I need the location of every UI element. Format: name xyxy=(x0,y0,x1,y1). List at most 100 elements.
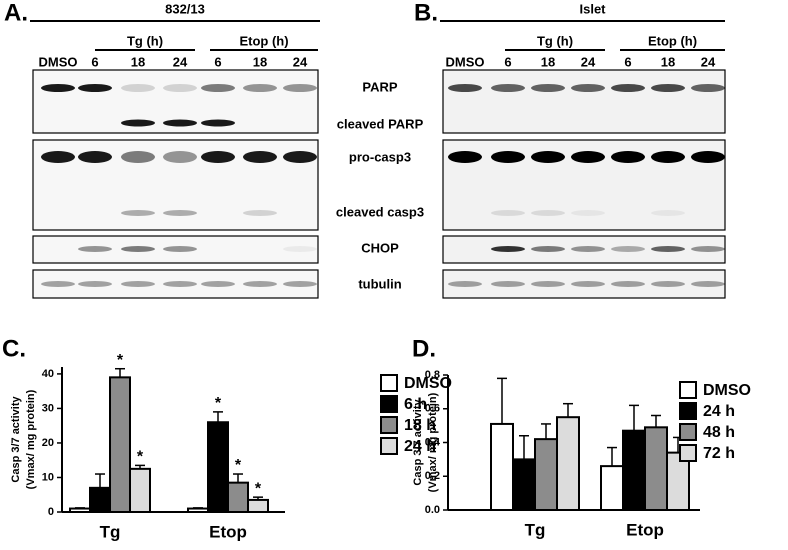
blot-band xyxy=(78,246,112,252)
blot-band xyxy=(571,281,605,287)
blot-band xyxy=(201,84,235,92)
blot-frame xyxy=(32,235,319,264)
blot-band xyxy=(121,281,155,287)
group-label: Etop (h) xyxy=(648,33,697,48)
bar xyxy=(109,376,131,513)
y-tick-label: 10 xyxy=(42,471,54,483)
x-tick-label: Tg xyxy=(100,522,121,541)
bar xyxy=(89,486,111,514)
blot-band xyxy=(201,119,235,127)
legend-swatch xyxy=(380,416,398,434)
blot-band xyxy=(651,84,685,92)
time-label: 24 xyxy=(293,54,308,69)
blot-band xyxy=(491,210,525,216)
blot-band xyxy=(78,84,112,92)
blot-band xyxy=(41,151,75,163)
significance-label: * xyxy=(137,449,144,466)
blot-band xyxy=(691,246,725,252)
time-label: 6 xyxy=(624,54,631,69)
blot-band xyxy=(691,281,725,287)
blot-band xyxy=(243,210,277,216)
blot-band xyxy=(121,119,155,127)
bar xyxy=(247,498,269,513)
blot-band xyxy=(448,84,482,92)
blot-band xyxy=(201,281,235,287)
blot-band xyxy=(163,210,197,216)
bar xyxy=(227,481,249,513)
panel-label: B. xyxy=(414,0,438,26)
blot-band xyxy=(611,84,645,92)
bar xyxy=(69,507,91,513)
blot-band xyxy=(163,84,197,92)
time-label: 24 xyxy=(581,54,596,69)
x-tick-label: Etop xyxy=(626,520,664,539)
band-label: PARP xyxy=(362,79,397,94)
time-label: 18 xyxy=(131,54,145,69)
time-label: 6 xyxy=(91,54,98,69)
blot-band xyxy=(691,151,725,163)
bar xyxy=(490,422,514,511)
y-tick-label: 40 xyxy=(42,368,54,380)
blot-band xyxy=(163,281,197,287)
bar xyxy=(207,421,229,513)
blot-band xyxy=(283,151,317,163)
blot-band xyxy=(41,84,75,92)
sample-label: Islet xyxy=(579,1,606,16)
blot-band xyxy=(283,281,317,287)
y-tick-label: 0.2 xyxy=(425,470,440,482)
blot-band xyxy=(201,151,235,163)
blot-band xyxy=(571,151,605,163)
blot-band xyxy=(531,246,565,252)
sample-label: 832/13 xyxy=(165,1,205,16)
y-axis-label: Casp 3/7 activity xyxy=(10,396,22,483)
blot-band xyxy=(121,84,155,92)
blot-band xyxy=(448,281,482,287)
x-tick-label: Tg xyxy=(525,520,546,539)
blot-band xyxy=(571,84,605,92)
time-label: 18 xyxy=(541,54,555,69)
time-label: 24 xyxy=(701,54,716,69)
blot-band xyxy=(651,246,685,252)
blot-band xyxy=(121,151,155,163)
blot-band xyxy=(531,281,565,287)
blot-band xyxy=(571,210,605,216)
blot-band xyxy=(651,281,685,287)
y-tick-label: 0.4 xyxy=(425,436,441,448)
group-label: Etop (h) xyxy=(239,33,288,48)
band-label: CHOP xyxy=(361,240,399,255)
blot-band xyxy=(651,151,685,163)
bar xyxy=(534,438,558,511)
blot-band xyxy=(611,151,645,163)
blot-band xyxy=(691,84,725,92)
panel-label: A. xyxy=(4,0,28,26)
y-axis-label: Casp 3/7 activity xyxy=(412,399,424,486)
legend-swatch xyxy=(679,423,697,441)
blot-band xyxy=(283,84,317,92)
y-tick-label: 30 xyxy=(42,402,54,414)
blot-band xyxy=(531,151,565,163)
legend-label: DMSO xyxy=(404,375,452,392)
blot-band xyxy=(163,246,197,252)
legend-label: 24 h xyxy=(703,403,735,420)
y-axis-label: (Vmax/ mg protein) xyxy=(427,392,439,492)
bar xyxy=(512,458,536,511)
y-tick-label: 20 xyxy=(42,437,54,449)
blot-band xyxy=(491,281,525,287)
y-axis-label: (Vmax/ mg protein) xyxy=(25,389,37,489)
legend-swatch xyxy=(679,444,697,462)
band-label: pro-casp3 xyxy=(349,149,411,164)
x-tick-label: Etop xyxy=(209,522,247,541)
bar xyxy=(666,451,690,511)
bar xyxy=(644,426,668,511)
blot-band xyxy=(611,281,645,287)
blot-frame xyxy=(442,69,726,134)
time-label: 6 xyxy=(214,54,221,69)
y-tick-label: 0.0 xyxy=(425,504,440,516)
legend-swatch xyxy=(380,437,398,455)
panel-label: C. xyxy=(2,335,26,362)
control-label: DMSO xyxy=(446,54,485,69)
significance-label: * xyxy=(215,395,222,412)
band-label: cleaved PARP xyxy=(337,116,424,131)
bar xyxy=(556,416,580,511)
